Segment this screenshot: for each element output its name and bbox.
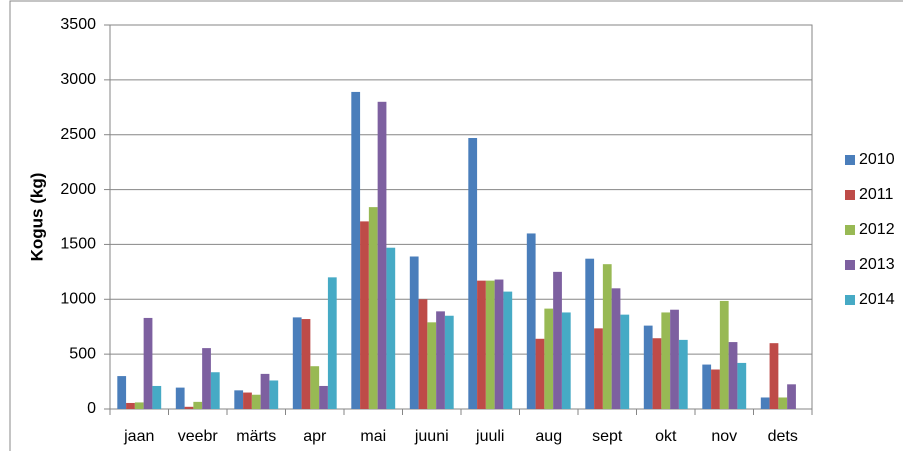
legend-swatch — [845, 225, 855, 235]
bar — [377, 101, 387, 410]
bar — [719, 300, 729, 409]
x-tick-label: aug — [535, 428, 562, 445]
bar — [117, 376, 127, 409]
chart-border — [9, 0, 903, 451]
bar — [702, 364, 712, 409]
bar — [368, 207, 378, 409]
bar — [260, 373, 270, 409]
bar — [778, 397, 788, 409]
x-tick-label: juuli — [475, 428, 504, 445]
bar — [652, 338, 662, 409]
bar — [728, 342, 738, 409]
y-tick-label: 1500 — [60, 236, 96, 253]
y-tick-label: 1000 — [60, 291, 96, 308]
x-tick-label: märts — [236, 428, 276, 445]
bar — [737, 362, 747, 409]
bar — [418, 299, 428, 409]
bar — [301, 319, 311, 409]
bar — [477, 280, 486, 409]
x-tick-label: dets — [768, 428, 798, 445]
bar — [787, 384, 796, 409]
bar — [602, 264, 612, 409]
bar — [526, 233, 536, 409]
bar — [152, 385, 162, 409]
bar — [444, 315, 454, 409]
bar — [769, 343, 779, 409]
y-tick-label: 500 — [69, 345, 96, 362]
bar — [661, 312, 671, 409]
bar — [494, 279, 504, 409]
bar — [409, 256, 419, 409]
legend-swatch — [845, 190, 855, 200]
legend-label: 2011 — [859, 186, 894, 203]
bar — [594, 328, 603, 409]
x-tick-label: sept — [592, 428, 623, 445]
bar — [620, 314, 630, 409]
bar — [202, 348, 211, 409]
bar — [175, 387, 185, 409]
bar — [243, 392, 252, 409]
legend-label: 2013 — [859, 256, 895, 273]
y-tick-label: 2500 — [60, 126, 96, 143]
x-tick-label: apr — [303, 428, 327, 445]
x-tick-label: jaan — [123, 428, 154, 445]
bar — [553, 271, 562, 409]
x-tick-label: mai — [360, 428, 386, 445]
bar — [386, 247, 396, 409]
x-tick-label: nov — [711, 428, 737, 445]
bar — [544, 308, 554, 409]
bar — [611, 288, 621, 409]
plot-border — [109, 24, 813, 410]
y-tick-label: 0 — [87, 400, 96, 417]
bar — [711, 369, 720, 409]
bar — [143, 317, 153, 409]
bar — [210, 372, 220, 409]
bar — [427, 322, 437, 409]
y-axis-label: Kogus (kg) — [27, 173, 46, 262]
bar — [678, 339, 688, 409]
legend-label: 2012 — [859, 221, 895, 238]
x-tick-label: veebr — [178, 428, 219, 445]
bar — [292, 317, 302, 409]
bar — [319, 385, 328, 409]
y-tick-label: 2000 — [60, 181, 96, 198]
legend-swatch — [845, 295, 855, 305]
y-tick-label: 3000 — [60, 71, 96, 88]
legend-label: 2010 — [859, 151, 895, 168]
bar — [126, 402, 135, 409]
bar — [561, 312, 571, 409]
bar — [760, 397, 770, 409]
bar — [670, 309, 679, 409]
bar — [535, 338, 545, 409]
bar — [585, 258, 595, 409]
bar — [351, 91, 361, 409]
bar — [234, 390, 244, 409]
bar — [503, 291, 513, 409]
bar — [251, 394, 261, 409]
legend-swatch — [845, 155, 855, 165]
bar — [327, 277, 337, 409]
x-tick-label: okt — [655, 428, 677, 445]
bar — [436, 311, 445, 409]
bar — [269, 380, 279, 409]
bar — [485, 280, 495, 409]
x-tick-label: juuni — [414, 428, 449, 445]
bar — [134, 402, 144, 409]
legend-label: 2014 — [859, 291, 895, 308]
bar — [193, 401, 203, 409]
y-tick-label: 3500 — [60, 16, 96, 33]
bar — [310, 366, 320, 409]
bar — [360, 221, 369, 409]
bar — [184, 406, 194, 409]
bar — [643, 325, 653, 409]
legend-swatch — [845, 260, 855, 270]
bar — [468, 138, 478, 409]
